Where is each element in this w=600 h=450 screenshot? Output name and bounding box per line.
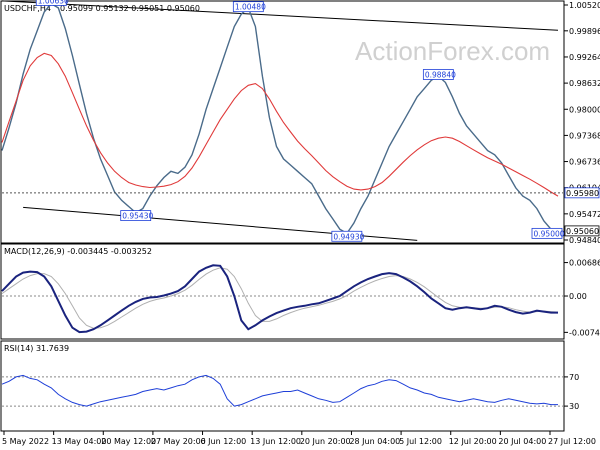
rsi-series	[1, 374, 558, 407]
price-panel-frame	[0, 0, 565, 244]
price-tick-label: 1.00520	[569, 1, 600, 10]
time-tick-label: 5 Jul 12:00	[399, 437, 442, 446]
annotation-label: 0.94930	[333, 232, 364, 241]
rsi-title: RSI(14) 31.7639	[4, 344, 69, 353]
rsi-tick-label: 70	[569, 373, 579, 382]
time-tick-label: 6 Jun 12:00	[201, 437, 247, 446]
annotation-box	[531, 227, 563, 239]
price-ohlc-readout: 0.95099 0.95132 0.95051 0.95060	[60, 4, 200, 13]
annotation-box	[422, 69, 454, 80]
annotation-box	[331, 230, 363, 242]
annotation-label: 0.95000	[534, 229, 565, 238]
price-tick-label: 0.94840	[569, 236, 600, 245]
annotation-box	[232, 1, 264, 13]
price-tick-label: 0.98000	[569, 105, 600, 114]
price-title: USDCHF,H4	[4, 4, 51, 13]
level-line: 0.95980 0.95060	[2, 187, 600, 237]
rsi-axis: 70 30	[2, 373, 579, 411]
time-tick-label: 27 May 20:00	[151, 437, 206, 446]
price-tick-label: 0.99264	[569, 53, 600, 62]
macd-tick-label: 0.006861	[569, 259, 600, 268]
level-label-box	[564, 187, 600, 199]
time-tick-label: 28 Jun 04:00	[349, 437, 400, 446]
rsi-line	[1, 374, 558, 407]
macd-series	[1, 264, 559, 334]
watermark: ActionForex.com	[355, 36, 550, 66]
annotation-label: 0.95430	[122, 212, 153, 221]
annotation-label: 1.00480	[235, 3, 266, 12]
price-tick-label: 0.95472	[569, 210, 600, 219]
price-axis: 1.00520 0.99896 0.99264 0.98632 0.98000 0.973…	[564, 1, 600, 245]
time-tick-label: 27 Jul 12:00	[548, 437, 596, 446]
annotation-label: 1.00630	[38, 0, 69, 5]
price-tick-label: 0.96736	[569, 158, 600, 167]
annotation-box	[35, 0, 67, 6]
time-tick-label: 12 Jul 20:00	[449, 437, 497, 446]
annotation-box	[120, 210, 152, 221]
macd-title: MACD(12,26,9) -0.003445 -0.003252	[4, 247, 152, 256]
annotation-label: 0.98840	[425, 71, 456, 80]
macd-line	[1, 264, 558, 334]
price-series	[1, 2, 559, 235]
ma-line	[1, 52, 559, 197]
time-tick-label: 13 May 04:00	[52, 437, 107, 446]
rsi-tick-label: 30	[569, 402, 579, 411]
price-tick-label: 0.99896	[569, 27, 600, 36]
macd-tick-label: 0.00	[569, 292, 587, 301]
trendline	[1, 0, 559, 31]
rsi-panel-frame	[0, 340, 565, 432]
macd-tick-label: -0.007454	[569, 328, 600, 337]
annotations: 1.00630 1.00480 0.95430 0.94930 0.98840 0.950…	[35, 0, 565, 242]
current-price-label: 0.95060	[566, 227, 599, 236]
level-label: 0.95980	[566, 189, 599, 198]
price-tick-label: 0.97368	[569, 131, 600, 140]
macd-panel-frame	[0, 243, 565, 340]
time-tick-label: 20 May 12:00	[101, 437, 156, 446]
time-tick-label: 13 Jun 12:00	[250, 437, 301, 446]
current-price-box	[564, 225, 600, 237]
price-tick-label: 0.98632	[569, 79, 600, 88]
time-tick-label: 20 Jul 04:00	[498, 437, 546, 446]
macd-axis: 0.006861 0.00 -0.007454	[2, 259, 600, 337]
time-tick-label: 20 Jun 20:00	[300, 437, 351, 446]
time-tick-label: 5 May 2022	[2, 437, 49, 446]
